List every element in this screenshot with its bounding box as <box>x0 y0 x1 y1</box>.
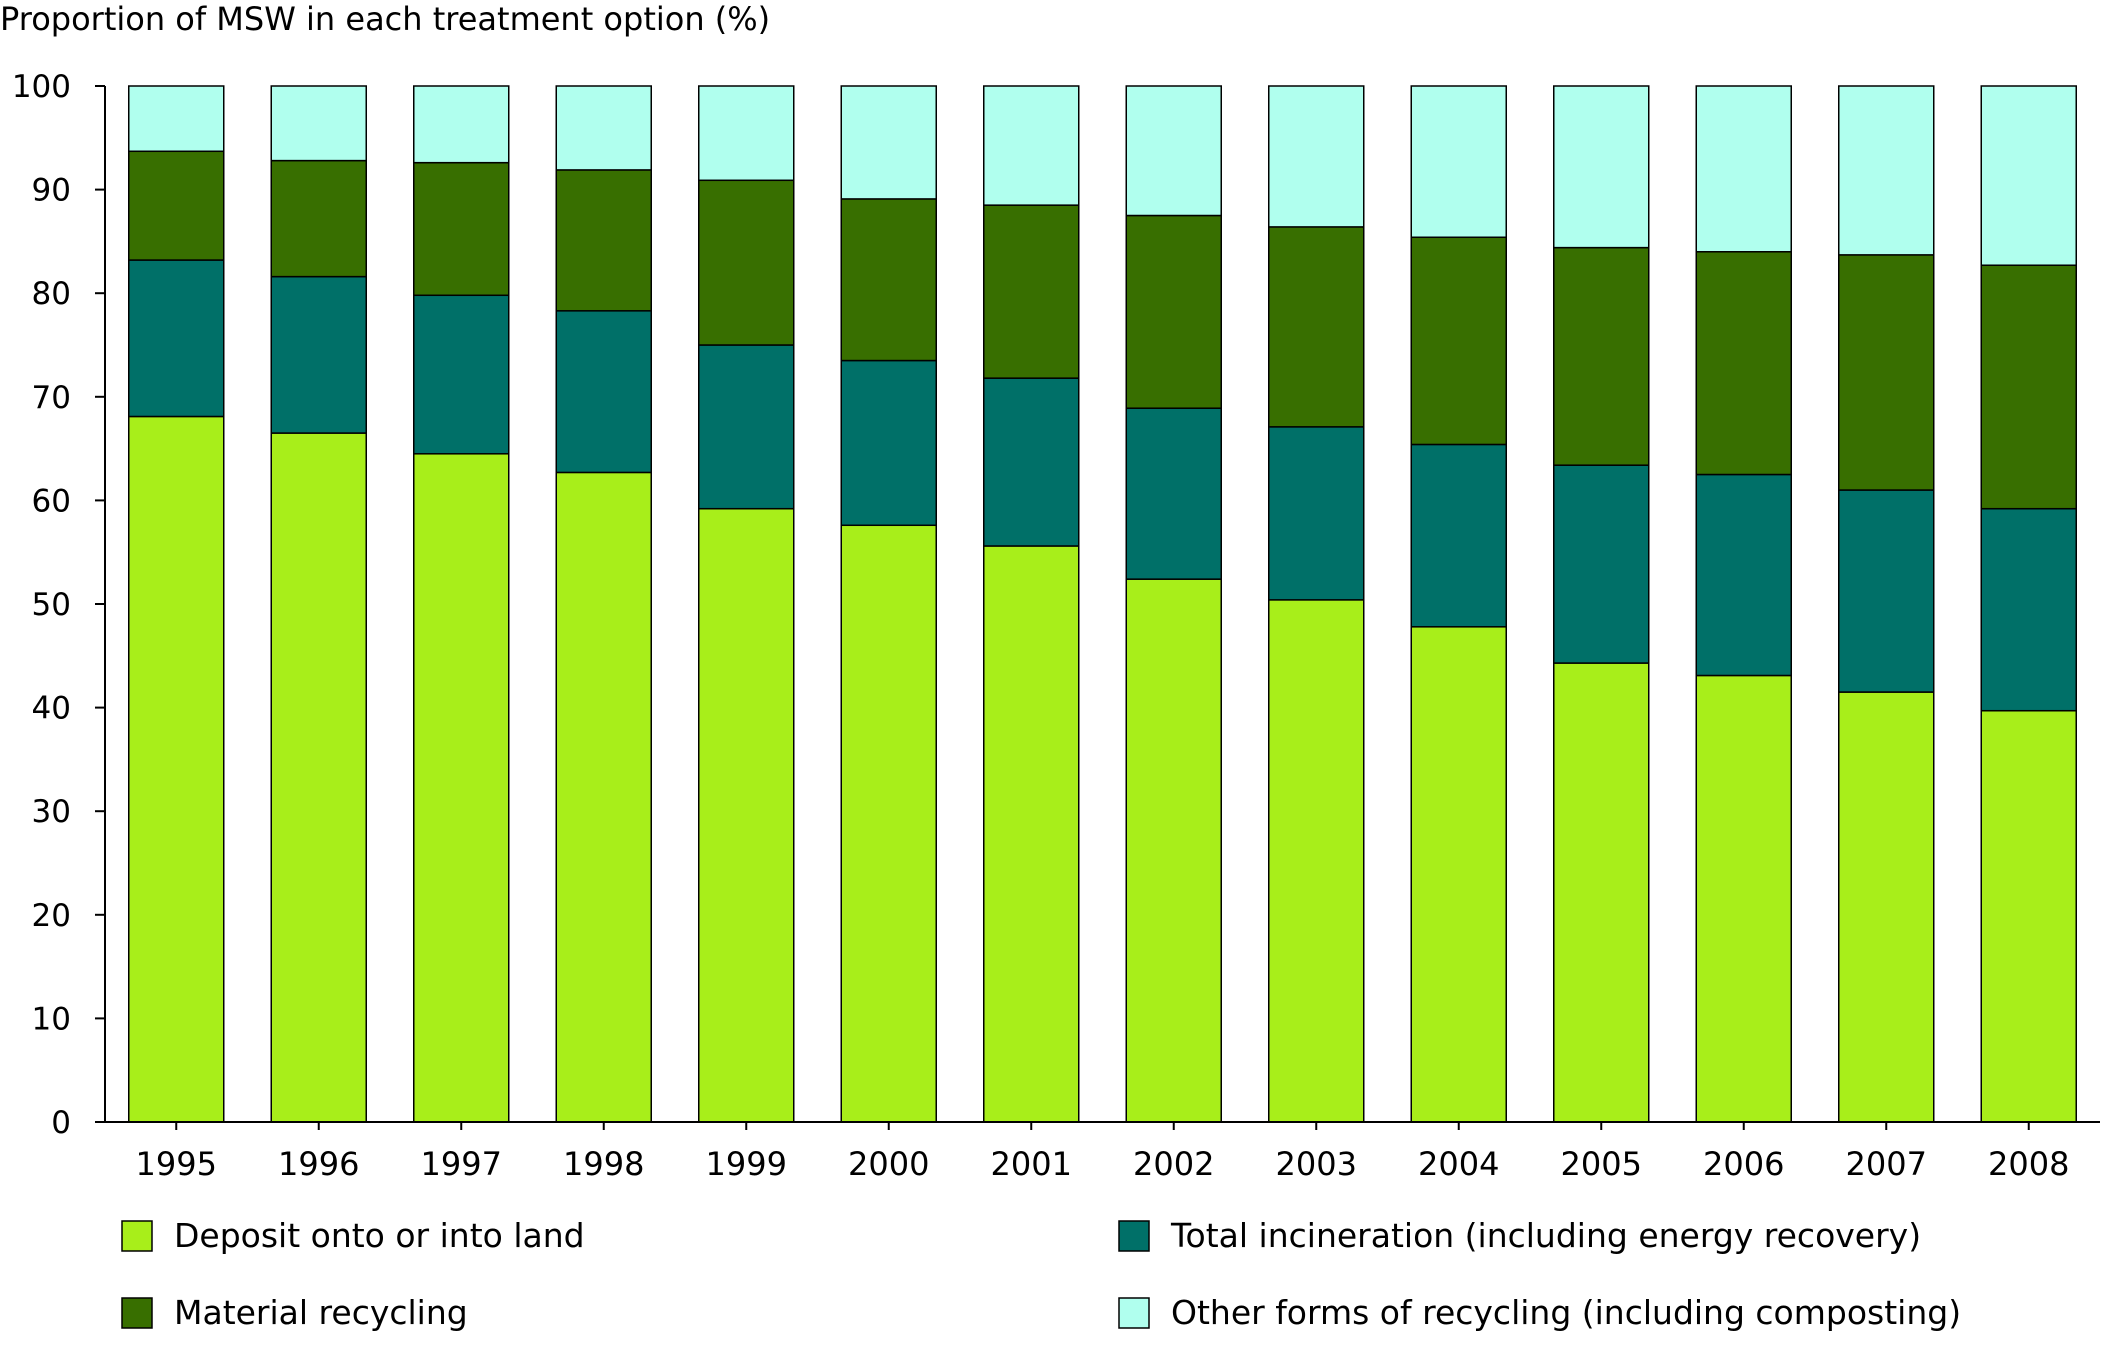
bar-segment-2005-series-3 <box>1553 85 1650 249</box>
legend-swatch-1 <box>1118 1220 1150 1252</box>
bar-segment-1997-series-0 <box>413 453 510 1123</box>
bar-segment-2004-series-1 <box>1410 443 1507 628</box>
bar-segment-2003-series-1 <box>1268 426 1365 601</box>
bar-segment-1999-series-3 <box>698 85 795 182</box>
y-tick-label: 100 <box>12 69 71 105</box>
bar-segment-1995-series-1 <box>128 259 225 418</box>
bar-segment-1995-series-0 <box>128 415 225 1123</box>
bar-segment-2003-series-0 <box>1268 599 1365 1123</box>
bar-segment-2005-series-2 <box>1553 246 1650 466</box>
y-tick-label: 90 <box>32 173 71 209</box>
x-axis-ticks: 1995 1996 1997 1998 1999 2000 2001 2002 2003 2004… <box>136 1122 2069 1183</box>
bar-segment-2002-series-0 <box>1125 578 1222 1123</box>
y-tick-label: 20 <box>32 898 71 934</box>
bar-segment-2007-series-0 <box>1838 691 1935 1123</box>
bar-segment-1999-series-2 <box>698 179 795 346</box>
bar-segment-2008-series-1 <box>1980 507 2077 712</box>
bar-segment-1998-series-1 <box>555 310 652 474</box>
x-tick-label: 2002 <box>1133 1145 1214 1183</box>
bar-segment-2000-series-3 <box>840 85 937 200</box>
axes <box>95 86 2100 1123</box>
y-tick-label: 50 <box>32 587 71 623</box>
bar-segment-1996-series-0 <box>270 432 367 1123</box>
y-tick-label: 60 <box>32 483 71 519</box>
x-tick-label: 2006 <box>1703 1145 1784 1183</box>
bar-segment-1996-series-3 <box>270 85 367 162</box>
x-tick-label: 1999 <box>706 1145 787 1183</box>
bar-segment-2001-series-0 <box>983 545 1080 1123</box>
bar-segment-2007-series-3 <box>1838 85 1935 256</box>
x-tick-label: 1995 <box>136 1145 217 1183</box>
x-tick-label: 1996 <box>278 1145 359 1183</box>
x-tick-label: 1997 <box>421 1145 502 1183</box>
legend-label-1: Total incineration (including energy rec… <box>1170 1216 1921 1255</box>
bar-segment-2002-series-2 <box>1125 214 1222 409</box>
bar-segment-2005-series-1 <box>1553 464 1650 664</box>
bar-segment-2006-series-2 <box>1695 251 1792 476</box>
y-tick-label: 0 <box>51 1105 71 1141</box>
bar-segment-2003-series-3 <box>1268 85 1365 228</box>
legend-swatch-0 <box>121 1220 153 1252</box>
bar-segment-2001-series-3 <box>983 85 1080 206</box>
bar-segment-2000-series-2 <box>840 198 937 362</box>
bar-segment-2005-series-0 <box>1553 662 1650 1123</box>
y-tick-label: 30 <box>32 794 71 830</box>
legend-label-3: Other forms of recycling (including comp… <box>1171 1293 1961 1332</box>
x-tick-label: 2003 <box>1276 1145 1357 1183</box>
x-tick-label: 2000 <box>848 1145 929 1183</box>
bar-segment-2007-series-2 <box>1838 254 1935 491</box>
bar-segment-1997-series-1 <box>413 294 510 455</box>
legend-swatch-3 <box>1118 1297 1150 1329</box>
x-tick-label: 2005 <box>1561 1145 1642 1183</box>
bar-segment-1998-series-0 <box>555 471 652 1123</box>
y-axis-ticks: 0 10 20 30 40 50 60 70 80 90 100 <box>12 69 105 1141</box>
bar-segment-1997-series-3 <box>413 85 510 164</box>
bar-segment-1998-series-2 <box>555 169 652 312</box>
bars <box>128 85 2077 1123</box>
bar-segment-2002-series-1 <box>1125 407 1222 580</box>
bar-segment-2007-series-1 <box>1838 489 1935 693</box>
y-tick-label: 40 <box>32 691 71 727</box>
bar-segment-2004-series-0 <box>1410 626 1507 1123</box>
bar-segment-1995-series-3 <box>128 85 225 153</box>
x-tick-label: 2001 <box>991 1145 1072 1183</box>
bar-segment-2004-series-3 <box>1410 85 1507 239</box>
y-tick-label: 70 <box>32 380 71 416</box>
y-axis-title: Proportion of MSW in each treatment opti… <box>0 0 770 38</box>
bar-segment-1997-series-2 <box>413 161 510 297</box>
bar-segment-1999-series-1 <box>698 344 795 510</box>
bar-segment-1995-series-2 <box>128 150 225 261</box>
bar-segment-2006-series-0 <box>1695 674 1792 1123</box>
x-tick-label: 2004 <box>1418 1145 1499 1183</box>
x-tick-label: 2008 <box>1988 1145 2069 1183</box>
bar-segment-1999-series-0 <box>698 507 795 1123</box>
bar-segment-2008-series-3 <box>1980 85 2077 266</box>
legend-swatch-2 <box>121 1297 153 1329</box>
bar-segment-2006-series-1 <box>1695 473 1792 677</box>
legend: Deposit onto or into land Total incinerat… <box>121 1216 1961 1332</box>
y-tick-label: 10 <box>32 1001 71 1037</box>
bar-segment-2006-series-3 <box>1695 85 1792 253</box>
bar-segment-2008-series-2 <box>1980 264 2077 510</box>
legend-label-0: Deposit onto or into land <box>174 1216 585 1255</box>
bar-segment-2001-series-1 <box>983 377 1080 547</box>
legend-label-2: Material recycling <box>174 1293 468 1332</box>
bar-segment-2001-series-2 <box>983 204 1080 379</box>
x-tick-label: 1998 <box>563 1145 644 1183</box>
bar-segment-2004-series-2 <box>1410 236 1507 446</box>
bar-segment-2002-series-3 <box>1125 85 1222 217</box>
bar-segment-1998-series-3 <box>555 85 652 171</box>
y-tick-label: 80 <box>32 276 71 312</box>
bar-segment-1996-series-2 <box>270 159 367 278</box>
bar-segment-2003-series-2 <box>1268 226 1365 428</box>
bar-segment-1996-series-1 <box>270 275 367 434</box>
bar-segment-2008-series-0 <box>1980 709 2077 1123</box>
x-tick-label: 2007 <box>1846 1145 1927 1183</box>
bar-segment-2000-series-0 <box>840 524 937 1123</box>
bar-segment-2000-series-1 <box>840 359 937 527</box>
